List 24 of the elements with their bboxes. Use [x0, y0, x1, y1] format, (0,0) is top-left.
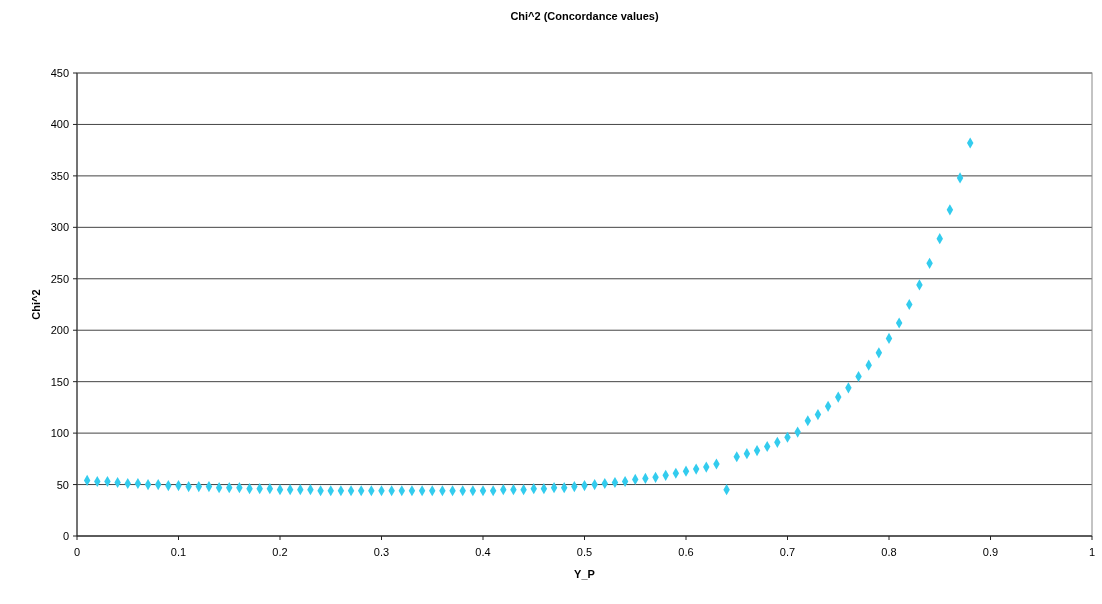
y-tick-label: 400	[50, 118, 69, 131]
y-tick-label: 300	[50, 221, 69, 234]
y-tick-label: 450	[50, 67, 69, 79]
x-tick-label: 0.7	[779, 546, 796, 558]
y-tick-label: 50	[56, 478, 69, 491]
x-tick-label: 0.1	[170, 546, 187, 558]
y-tick-label: 350	[50, 169, 69, 182]
x-tick-label: 0.5	[576, 546, 593, 558]
x-tick-label: 0.3	[373, 546, 390, 558]
y-axis-title: Chi^2	[30, 289, 42, 320]
x-axis-title: Y_P	[574, 568, 595, 580]
x-tick-label: 0.6	[678, 546, 694, 558]
y-tick-label: 200	[50, 324, 69, 337]
y-tick-label: 0	[62, 530, 69, 542]
y-tick-label: 250	[50, 272, 69, 285]
x-tick-label: 1	[1088, 546, 1096, 558]
chart-title: Chi^2 (Concordance values)	[510, 10, 659, 22]
x-tick-label: 0.9	[982, 546, 999, 558]
x-tick-label: 0	[73, 546, 81, 558]
x-tick-label: 0.2	[272, 546, 288, 558]
y-tick-label: 150	[50, 375, 69, 388]
y-tick-label: 100	[50, 427, 69, 440]
x-tick-label: 0.8	[881, 546, 897, 558]
x-tick-label: 0.4	[475, 546, 491, 558]
